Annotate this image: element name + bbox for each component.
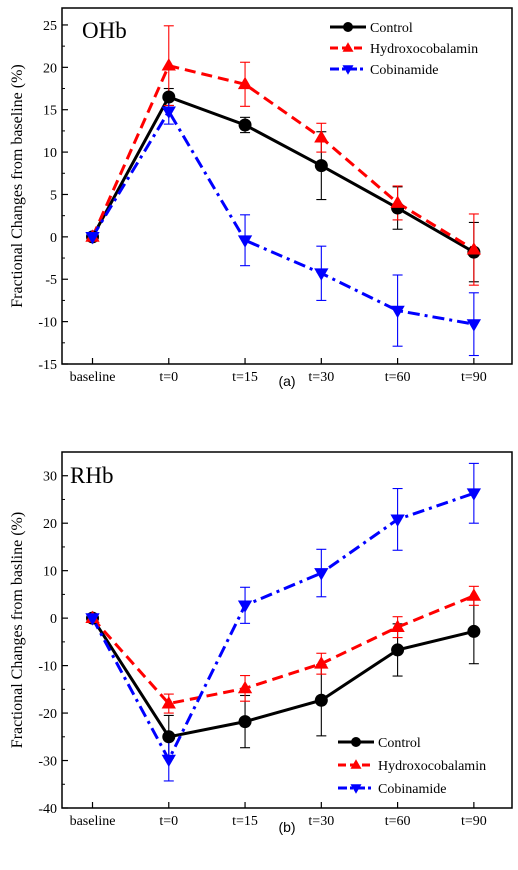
legend-marker-hydroxocobalamin bbox=[350, 759, 362, 769]
data-point-cobinamide bbox=[390, 305, 405, 319]
plot-area-rhb bbox=[61, 451, 513, 809]
data-point-cobinamide bbox=[85, 231, 100, 245]
data-point-control bbox=[238, 118, 252, 132]
data-point-cobinamide bbox=[314, 568, 329, 581]
legend-marker-cobinamide bbox=[350, 784, 362, 794]
data-point-cobinamide bbox=[161, 754, 176, 768]
panel-label-ohb: OHb bbox=[82, 18, 127, 43]
y-tick-label: -30 bbox=[38, 755, 57, 770]
data-point-hydroxocobalamin bbox=[237, 680, 253, 694]
data-point-hydroxocobalamin bbox=[237, 76, 253, 90]
chart-ohb: -15 -10 -5 0 5 10 15 20 25 baseline t=0 t=15 t=30 t=6… bbox=[9, 7, 513, 389]
legend-label-cobinamide: Cobinamide bbox=[370, 63, 438, 78]
legend-label-cobinamide: Cobinamide bbox=[378, 782, 446, 797]
y-tick-label: 5 bbox=[50, 188, 57, 203]
axis-ticks-ohb: -15 -10 -5 0 5 10 15 20 25 baseline t=0 t=15 t=30 t=6… bbox=[38, 19, 486, 385]
y-tick-label: -40 bbox=[38, 802, 57, 817]
x-tick-label: t=0 bbox=[159, 370, 178, 385]
x-tick-label: t=60 bbox=[385, 370, 411, 385]
data-point-hydroxocobalamin bbox=[314, 656, 329, 669]
y-tick-label: 15 bbox=[43, 104, 57, 119]
data-point-control bbox=[467, 624, 481, 638]
y-tick-label: -10 bbox=[38, 316, 57, 331]
data-point-cobinamide bbox=[314, 268, 329, 281]
data-point-hydroxocobalamin bbox=[314, 130, 329, 143]
axis-ticks-rhb: -40 -30 -20 -10 0 10 20 30 baseline t=0 t=15 t=30 t=… bbox=[38, 470, 486, 829]
x-tick-label: t=15 bbox=[232, 814, 258, 829]
y-tick-label: -20 bbox=[38, 707, 57, 722]
data-point-cobinamide bbox=[161, 106, 176, 119]
legend-ohb: Control Hydroxocobalamin Cobinamide bbox=[330, 21, 478, 78]
panel-label-rhb: RHb bbox=[70, 463, 113, 488]
y-tick-label: 30 bbox=[43, 470, 57, 485]
y-tick-label: 0 bbox=[50, 231, 57, 246]
data-point-hydroxocobalamin bbox=[161, 58, 176, 71]
data-point-control bbox=[162, 90, 176, 104]
data-point-cobinamide bbox=[466, 319, 482, 332]
data-point-hydroxocobalamin bbox=[390, 619, 405, 633]
series-line-cobinamide bbox=[91, 108, 475, 326]
legend-rhb: Control Hydroxocobalamin Cobinamide bbox=[338, 736, 486, 797]
caption-b: (b) bbox=[278, 819, 295, 835]
series-line-hydroxocobalamin bbox=[91, 63, 475, 251]
x-tick-label: t=0 bbox=[159, 814, 178, 829]
plot-area-ohb bbox=[61, 7, 513, 365]
data-point-cobinamide bbox=[237, 235, 253, 248]
series-layer-rhb bbox=[85, 462, 482, 782]
caption-a: (a) bbox=[278, 373, 295, 389]
legend-marker-cobinamide bbox=[342, 65, 354, 75]
data-point-cobinamide bbox=[466, 488, 482, 501]
data-point-control bbox=[314, 159, 328, 173]
data-point-control bbox=[391, 643, 405, 657]
legend-label-hydroxocobalamin: Hydroxocobalamin bbox=[370, 42, 478, 57]
x-tick-label: t=90 bbox=[461, 814, 487, 829]
data-point-hydroxocobalamin bbox=[390, 195, 405, 208]
x-tick-label: baseline bbox=[70, 814, 116, 829]
y-tick-label: 10 bbox=[43, 146, 57, 161]
y-axis-label-ohb: Fractional Changes from baseline (%) bbox=[9, 64, 26, 307]
legend-marker-control bbox=[343, 22, 353, 32]
y-tick-label: -5 bbox=[45, 273, 57, 288]
data-point-hydroxocobalamin bbox=[466, 242, 482, 255]
legend-marker-control bbox=[351, 737, 361, 747]
series-line-control bbox=[91, 617, 475, 739]
data-point-control bbox=[314, 693, 328, 707]
x-tick-label: baseline bbox=[70, 370, 116, 385]
series-line-hydroxocobalamin bbox=[91, 594, 475, 706]
chart-rhb: -40 -30 -20 -10 0 10 20 30 baseline t=0 t=15 t=30 t=… bbox=[9, 451, 513, 835]
series-line-cobinamide bbox=[91, 491, 475, 763]
y-tick-label: 10 bbox=[43, 565, 57, 580]
legend-label-control: Control bbox=[370, 21, 413, 36]
data-point-cobinamide bbox=[390, 514, 405, 527]
data-point-hydroxocobalamin bbox=[161, 696, 176, 709]
data-point-control bbox=[238, 715, 252, 729]
series-layer-ohb bbox=[85, 25, 482, 357]
y-tick-label: 0 bbox=[50, 612, 57, 627]
y-tick-label: 20 bbox=[43, 517, 57, 532]
series-line-control bbox=[91, 95, 475, 254]
x-tick-label: t=15 bbox=[232, 370, 258, 385]
y-tick-label: -10 bbox=[38, 660, 57, 675]
y-tick-label: 25 bbox=[43, 19, 57, 34]
data-point-hydroxocobalamin bbox=[466, 588, 482, 601]
x-tick-label: t=30 bbox=[308, 370, 334, 385]
legend-label-hydroxocobalamin: Hydroxocobalamin bbox=[378, 759, 486, 774]
y-tick-label: 20 bbox=[43, 61, 57, 76]
data-point-control bbox=[162, 730, 176, 744]
x-tick-label: t=60 bbox=[385, 814, 411, 829]
x-tick-label: t=90 bbox=[461, 370, 487, 385]
legend-marker-hydroxocobalamin bbox=[342, 42, 354, 52]
x-tick-label: t=30 bbox=[308, 814, 334, 829]
y-axis-label-rhb: Fractional Changes from basline (%) bbox=[9, 512, 26, 748]
data-point-cobinamide bbox=[237, 600, 253, 613]
y-tick-label: -15 bbox=[38, 358, 57, 373]
legend-label-control: Control bbox=[378, 736, 421, 751]
data-point-cobinamide bbox=[85, 613, 100, 626]
